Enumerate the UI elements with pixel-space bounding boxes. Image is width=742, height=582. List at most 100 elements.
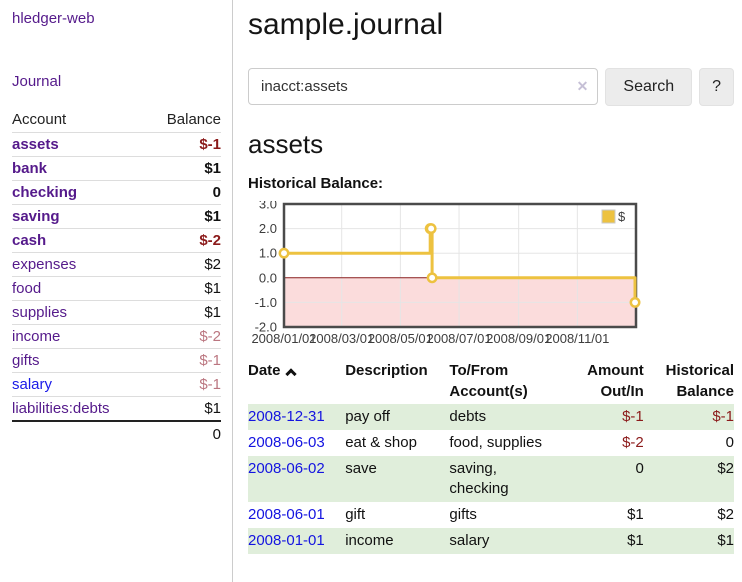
sidebar-account-balance: $-2 xyxy=(146,228,221,253)
x-axis-tick-label: 2008/11/01 xyxy=(545,331,609,346)
nav-journal-link[interactable]: Journal xyxy=(12,73,62,90)
register-table: Date Description To/From Account(s) Amount … xyxy=(248,358,734,554)
y-axis-tick-label: -1.0 xyxy=(255,295,277,310)
transaction-amount: 0 xyxy=(635,460,644,477)
data-point-marker xyxy=(425,223,437,235)
transaction-date-link[interactable]: 2008-06-03 xyxy=(248,434,325,451)
sidebar-account-link[interactable]: food xyxy=(12,280,42,297)
sidebar-account-row: food $1 xyxy=(12,276,221,301)
main-content: sample.journal ✕ Search ? assets Histori… xyxy=(233,0,742,582)
transaction-balance: $1 xyxy=(717,532,734,549)
sidebar-account-balance: $-2 xyxy=(146,324,221,349)
transaction-date-link[interactable]: 2008-06-01 xyxy=(248,506,325,523)
sidebar-account-row: assets $-1 xyxy=(12,132,221,157)
sidebar: hledger-web Journal Account Balance asse… xyxy=(0,0,233,582)
sidebar-account-row: salary $-1 xyxy=(12,372,221,397)
accounts-header-balance: Balance xyxy=(146,109,221,133)
transaction-accounts: debts xyxy=(449,408,487,425)
sidebar-account-balance: $2 xyxy=(146,252,221,277)
sidebar-account-balance: $1 xyxy=(146,276,221,301)
x-axis-tick-label: 2008/05/01 xyxy=(368,331,433,346)
transaction-description: pay off xyxy=(345,408,390,425)
sidebar-accounts-body: assets $-1 bank $1 checking 0 saving $1 cash $-2 e… xyxy=(12,132,221,422)
sidebar-account-row: saving $1 xyxy=(12,204,221,229)
sidebar-account-link[interactable]: supplies xyxy=(12,304,68,321)
sidebar-account-balance: $-1 xyxy=(146,372,221,397)
transaction-accounts: gifts xyxy=(449,506,477,523)
register-column-header: To/From Account(s) xyxy=(449,362,528,400)
transaction-balance: $2 xyxy=(717,460,734,477)
register-body: 2008-12-31 pay off debts $-1 $-1 2008-06-03 ea… xyxy=(248,404,734,554)
search-form: ✕ Search ? xyxy=(248,68,734,106)
register-row: 2008-12-31 pay off debts $-1 $-1 xyxy=(248,404,734,430)
y-axis-tick-label: 2.0 xyxy=(259,221,277,236)
sidebar-account-link[interactable]: expenses xyxy=(12,256,77,273)
register-header-row: Date Description To/From Account(s) Amount … xyxy=(248,358,734,404)
transaction-description: income xyxy=(345,532,394,549)
legend-swatch xyxy=(601,209,616,224)
transaction-amount: $-1 xyxy=(622,408,644,425)
transaction-balance: $-1 xyxy=(712,408,734,425)
sidebar-account-link[interactable]: assets xyxy=(12,136,59,153)
chart-heading: Historical Balance: xyxy=(248,175,384,192)
accounts-header-row: Account Balance xyxy=(12,109,221,133)
sidebar-account-link[interactable]: salary xyxy=(12,376,53,393)
transaction-accounts: salary xyxy=(449,532,490,549)
sidebar-account-link[interactable]: saving xyxy=(12,208,60,225)
register-column-header[interactable]: Date xyxy=(248,358,345,404)
transaction-date-link[interactable]: 2008-06-02 xyxy=(248,460,325,477)
sidebar-account-balance: $1 xyxy=(146,396,221,422)
sidebar-account-balance: $-1 xyxy=(146,348,221,373)
transaction-amount: $1 xyxy=(627,506,644,523)
sidebar-account-balance: $-1 xyxy=(146,132,221,157)
transaction-amount: $1 xyxy=(627,532,644,549)
x-axis-tick-label: 2008/01/01 xyxy=(251,331,316,346)
transaction-description: gift xyxy=(345,506,366,523)
balance-chart-svg: 3.0 2.0 1.0 0.0 -1.0 -2.02008/01/012008/03/01… xyxy=(251,197,641,346)
transaction-description: eat & shop xyxy=(345,434,417,451)
data-point-marker xyxy=(426,272,438,284)
sidebar-account-row: expenses $2 xyxy=(12,252,221,277)
y-axis-tick-label: -2.0 xyxy=(255,320,277,335)
search-button[interactable]: Search xyxy=(605,68,693,106)
sidebar-account-row: liabilities:debts $1 xyxy=(12,396,221,422)
nav: Journal xyxy=(12,73,221,91)
sidebar-account-row: gifts $-1 xyxy=(12,348,221,373)
accounts-total-value: 0 xyxy=(146,420,221,447)
register-row: 2008-06-03 eat & shop food, supplies $-2 0 xyxy=(248,430,734,456)
account-heading: assets xyxy=(248,129,324,159)
sidebar-account-balance: 0 xyxy=(146,180,221,205)
transaction-accounts: food, supplies xyxy=(449,434,542,451)
sidebar-account-link[interactable]: gifts xyxy=(12,352,40,369)
legend-label: $ xyxy=(618,209,626,224)
y-axis-tick-label: 3.0 xyxy=(259,201,277,212)
transaction-date-link[interactable]: 2008-01-01 xyxy=(248,532,325,549)
sidebar-account-balance: $1 xyxy=(146,156,221,181)
transaction-description: save xyxy=(345,460,377,477)
search-input[interactable] xyxy=(248,68,599,105)
sidebar-account-row: checking 0 xyxy=(12,180,221,205)
sidebar-account-row: income $-2 xyxy=(12,324,221,349)
accounts-total-spacer xyxy=(12,420,147,447)
clear-search-icon[interactable]: ✕ xyxy=(576,78,589,94)
sidebar-account-link[interactable]: checking xyxy=(12,184,78,201)
sidebar-account-link[interactable]: income xyxy=(12,328,61,345)
transaction-accounts: saving, checking xyxy=(449,460,509,497)
help-button[interactable]: ? xyxy=(699,68,734,106)
accounts-header-account: Account xyxy=(12,109,147,133)
register-row: 2008-06-01 gift gifts $1 $2 xyxy=(248,502,734,528)
x-axis-tick-label: 2008/03/01 xyxy=(309,331,374,346)
sidebar-account-link[interactable]: cash xyxy=(12,232,47,249)
y-axis-tick-label: 0.0 xyxy=(259,270,277,285)
sidebar-account-link[interactable]: liabilities:debts xyxy=(12,400,110,417)
accounts-total-row: 0 xyxy=(12,420,221,447)
data-point-marker xyxy=(278,247,290,259)
data-point-marker xyxy=(629,296,641,308)
x-axis-tick-label: 2008/07/01 xyxy=(426,331,491,346)
sidebar-account-link[interactable]: bank xyxy=(12,160,48,177)
sidebar-account-balance: $1 xyxy=(146,204,221,229)
register-column-header: Amount Out/In xyxy=(587,362,644,400)
transaction-date-link[interactable]: 2008-12-31 xyxy=(248,408,325,425)
brand-link[interactable]: hledger-web xyxy=(12,10,95,27)
sidebar-account-balance: $1 xyxy=(146,300,221,325)
